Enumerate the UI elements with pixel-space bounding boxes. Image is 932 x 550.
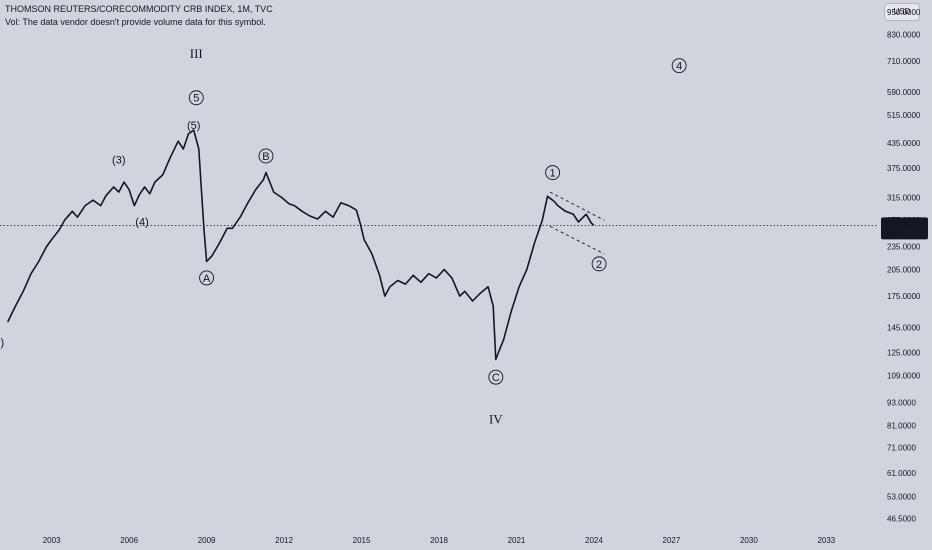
wave-label: B: [262, 151, 269, 163]
y-tick-label: 515.0000: [887, 111, 921, 120]
wave-circle: [671, 58, 687, 74]
wave-circle: [591, 256, 607, 272]
x-tick-label: 2021: [508, 536, 526, 545]
wave-label: (5): [187, 120, 200, 132]
wave-circle: [258, 148, 274, 164]
x-tick-label: 2024: [585, 536, 603, 545]
y-tick-label: 61.0000: [887, 469, 916, 478]
wave-label: 2: [596, 259, 602, 271]
price-badge-value: 266.5921: [886, 220, 920, 229]
x-tick-label: 2012: [275, 536, 293, 545]
wave-label: III: [190, 46, 203, 61]
y-tick-label: 315.0000: [887, 193, 921, 202]
y-tick-label: 81.0000: [887, 421, 916, 430]
x-tick-label: 2018: [430, 536, 448, 545]
wave-circle: [188, 90, 204, 106]
y-tick-label: 205.0000: [887, 266, 921, 275]
chart-title: THOMSON REUTERS/CORECOMMODITY CRB INDEX,…: [5, 4, 273, 14]
y-tick-label: 53.0000: [887, 493, 916, 502]
wave-circle: [199, 270, 215, 286]
wave-label: 1: [550, 168, 556, 180]
y-tick-label: 71.0000: [887, 444, 916, 453]
wave-label: A: [203, 273, 211, 285]
currency-button[interactable]: USD: [884, 3, 920, 21]
x-tick-label: 2033: [817, 536, 835, 545]
price-line: [6, 129, 595, 361]
y-tick-label: 93.0000: [887, 398, 916, 407]
price-badge-countdown: 6d 2h: [886, 229, 906, 238]
y-tick-label: 710.0000: [887, 57, 921, 66]
y-tick-label: 590.0000: [887, 88, 921, 97]
x-tick-label: 2027: [663, 536, 681, 545]
x-tick-label: 2006: [120, 536, 138, 545]
wave-label: (2): [0, 337, 4, 349]
wave-label: (4): [135, 216, 148, 228]
y-tick-label: 235.0000: [887, 243, 921, 252]
y-tick-label: 950.0000: [887, 8, 921, 17]
wave-circle: [545, 165, 561, 181]
price-badge: 266.5921 6d 2h: [881, 217, 928, 240]
x-tick-label: 2009: [198, 536, 216, 545]
wave-label: (3): [112, 154, 125, 166]
x-tick-label: 2015: [353, 536, 371, 545]
y-tick-label: 109.0000: [887, 372, 921, 381]
wave-label: 4: [676, 61, 682, 73]
y-tick-label: 435.0000: [887, 139, 921, 148]
wave-label: C: [492, 372, 500, 384]
wave-label: IV: [489, 411, 503, 426]
channel-line: [549, 225, 605, 255]
wave-label: 5: [193, 93, 199, 105]
y-tick-label: 46.5000: [887, 515, 916, 524]
y-tick-label: 145.0000: [887, 324, 921, 333]
y-tick-label: 830.0000: [887, 31, 921, 40]
y-tick-label: 175.0000: [887, 292, 921, 301]
y-tick-label: 125.0000: [887, 349, 921, 358]
volume-note: Vol: The data vendor doesn't provide vol…: [5, 17, 266, 27]
x-tick-label: 2003: [43, 536, 61, 545]
y-tick-label: 375.0000: [887, 164, 921, 173]
x-tick-label: 2030: [740, 536, 758, 545]
wave-circle: [488, 369, 504, 385]
channel-line: [549, 191, 605, 221]
